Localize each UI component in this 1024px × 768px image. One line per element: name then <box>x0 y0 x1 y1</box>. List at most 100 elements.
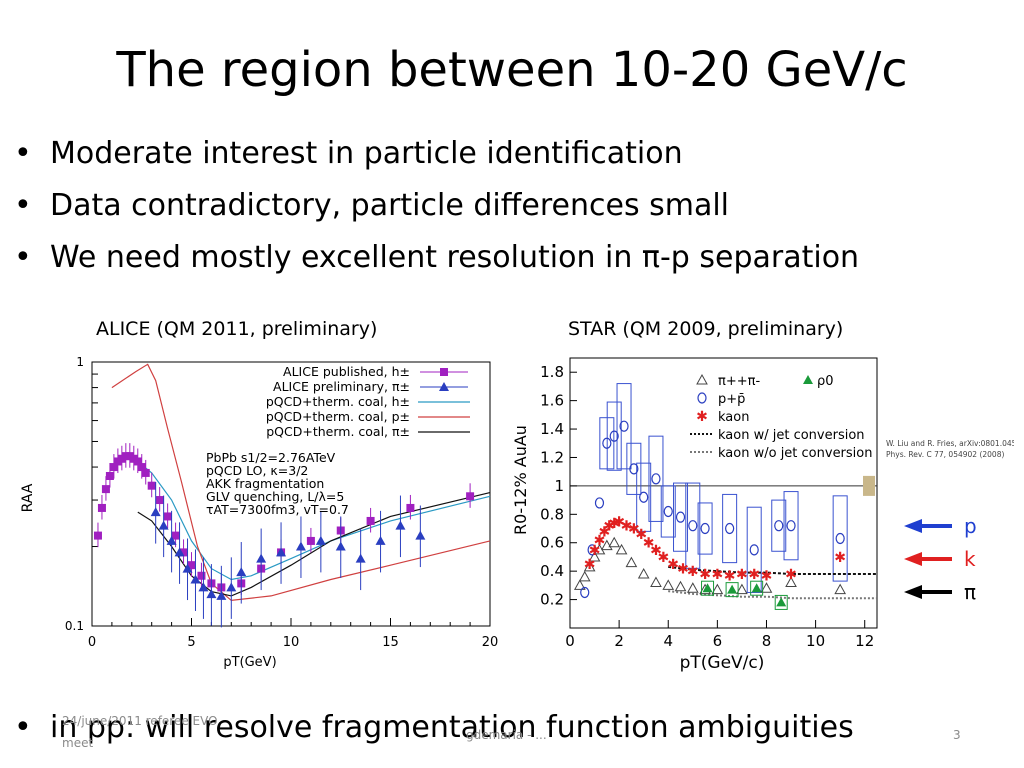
data-point: ✱ <box>699 567 711 583</box>
data-point <box>406 503 415 512</box>
plot-frame <box>91 361 491 627</box>
data-point <box>109 463 118 472</box>
data-point <box>466 492 475 501</box>
bullet-item: • Moderate interest in particle identific… <box>14 128 859 180</box>
x-tick-label: 15 <box>382 635 399 650</box>
data-point <box>639 491 649 503</box>
bullet-dot: • <box>14 136 32 171</box>
data-point <box>179 548 188 557</box>
legend-label: pQCD+therm. coal, p± <box>266 409 410 424</box>
x-tick-label: 10 <box>283 635 300 650</box>
data-point <box>395 520 406 530</box>
data-point <box>197 571 206 580</box>
data-point: ✱ <box>711 567 723 583</box>
data-point: ✱ <box>677 561 689 577</box>
data-point <box>760 582 773 593</box>
systematic-box <box>771 499 787 552</box>
data-point <box>206 589 217 599</box>
y-tick-label: 1.6 <box>540 392 564 410</box>
data-point <box>137 463 146 472</box>
x-tick-label: 0 <box>88 635 96 650</box>
data-point <box>835 532 845 545</box>
y-tick-label: 1 <box>554 477 564 495</box>
data-point <box>786 520 796 532</box>
left-figure-caption: ALICE (QM 2011, preliminary) <box>96 318 378 340</box>
x-tick-label: 5 <box>187 635 195 650</box>
y-tick-label: 0.4 <box>540 562 564 580</box>
data-point: ✱ <box>657 550 669 566</box>
data-point: ✱ <box>724 568 736 584</box>
x-tick-label: 4 <box>663 632 673 650</box>
data-point <box>166 535 177 545</box>
data-point <box>674 580 687 592</box>
data-point <box>675 511 686 523</box>
data-point <box>625 556 638 568</box>
data-point <box>141 468 150 477</box>
data-point: ✱ <box>643 536 655 552</box>
chart-annotation: PbPb s1/2=2.76ATeV <box>206 450 336 465</box>
data-point <box>688 520 698 532</box>
systematic-box <box>616 383 632 470</box>
data-point <box>700 522 710 535</box>
bottom-bullet: • in pp: will resolve fragmentation funct… <box>14 706 854 750</box>
data-point <box>366 516 375 525</box>
data-point <box>619 420 629 432</box>
y-tick-label: 0.1 <box>65 619 84 633</box>
data-point <box>306 536 315 545</box>
chart-annotation: τAT=7300fm3, vT=0.7 <box>206 502 349 517</box>
data-point <box>236 567 247 577</box>
systematic-box <box>750 580 764 596</box>
slide-title: The region between 10-20 GeV/c <box>116 42 908 98</box>
right-figure-caption: STAR (QM 2009, preliminary) <box>568 318 844 340</box>
reference-note: W. Liu and R. Fries, arXiv:0801.0453; <box>886 439 1014 448</box>
footer-date: 24/june/2011 referee EVO <box>62 714 218 728</box>
data-point <box>711 583 724 595</box>
data-point <box>315 535 326 545</box>
systematic-box <box>722 493 738 564</box>
y-tick-label: 1 <box>76 355 84 369</box>
data-point <box>335 541 346 551</box>
y-tick-label: 1.4 <box>540 420 564 438</box>
data-point <box>608 536 621 548</box>
data-point: ✱ <box>687 564 699 580</box>
data-point <box>686 582 699 593</box>
x-axis-label: pT(GeV) <box>223 655 276 670</box>
bullet-text: Data contradictory, particle differences… <box>50 188 730 223</box>
data-point <box>163 512 172 521</box>
systematic-box <box>660 485 676 538</box>
bullet-dot: • <box>14 710 32 745</box>
bullet-text: Moderate interest in particle identifica… <box>50 136 683 171</box>
data-point <box>751 583 762 593</box>
data-point <box>174 547 185 557</box>
data-point: ✱ <box>736 567 748 583</box>
data-point: ✱ <box>594 533 606 549</box>
reference-note: Phys. Rev. C 77, 054902 (2008) <box>886 450 1004 459</box>
alice-raa-chart: 0 5 10 15 20 0.1 1 pT(GeV) RAA ALICE published, h… <box>20 355 498 670</box>
data-point <box>736 583 748 595</box>
legend-label: π++π- <box>718 374 760 389</box>
data-point <box>834 583 847 595</box>
chart-annotation: pQCD LO, κ=3/2 <box>206 463 308 478</box>
legend-label: pQCD+therm. coal, π± <box>266 424 410 439</box>
legend-label: kaon w/ jet conversion <box>718 428 865 443</box>
footer-center: gdemaria - ... <box>466 728 547 742</box>
data-point <box>615 543 628 555</box>
systematic-box <box>685 482 701 569</box>
data-point <box>182 563 193 573</box>
reference-band <box>863 475 875 496</box>
data-point <box>133 457 142 466</box>
legend-marker <box>697 392 707 404</box>
x-tick-label: 0 <box>565 632 575 650</box>
systematic-box <box>783 491 799 561</box>
data-point: ✱ <box>584 557 596 573</box>
x-tick-label: 2 <box>614 632 624 650</box>
data-point <box>97 503 106 512</box>
data-point <box>583 560 596 572</box>
data-point <box>588 550 601 562</box>
data-point: ✱ <box>667 557 679 573</box>
data-point: ✱ <box>785 567 797 583</box>
y-tick-label: 1.8 <box>540 363 564 381</box>
data-point <box>749 544 759 556</box>
theory-curve <box>668 590 877 600</box>
legend-marker <box>440 368 448 376</box>
